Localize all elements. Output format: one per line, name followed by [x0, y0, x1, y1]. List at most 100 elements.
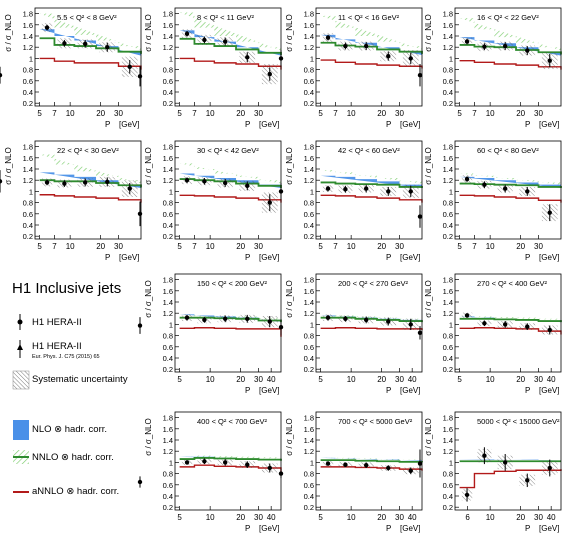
chart-svg: 0.2 0.4 0.6 0.8 1 1.2 1.4 1.6 1.8 5 10 20 30 40 150 < … — [137, 273, 282, 395]
chart-panel-12: 0.2 0.4 0.6 0.8 1 1.2 1.4 1.6 1.8 5 10 20 30 40 400 < … — [137, 411, 286, 542]
y-tick-label: 1.2 — [304, 43, 314, 52]
nnlo-line — [320, 459, 423, 463]
y-tick-label: 1 — [169, 458, 173, 467]
x-tick-label: 10 — [66, 242, 75, 251]
data-point — [222, 39, 228, 44]
data-point — [417, 214, 423, 219]
data-point — [363, 317, 369, 323]
x-tick-label: 30 — [114, 109, 123, 118]
y-axis-label: σ / σ_NLO — [285, 418, 294, 455]
y-tick-label: 1.6 — [443, 425, 453, 434]
nnlo-line — [179, 457, 282, 461]
y-tick-label: 0.2 — [443, 99, 453, 108]
x-axis-label-unit: [GeV] — [259, 253, 279, 262]
chart-panel-11: 0.2 0.4 0.6 0.8 1 1.2 1.4 1.6 1.8 5 10 20 30 40 270 < … — [417, 273, 566, 404]
legend: H1 Inclusive jets H1 HERA-II H1 HERA-II … — [0, 270, 140, 550]
nnlo-band — [179, 163, 281, 184]
x-axis-label-unit: [GeV] — [539, 386, 559, 395]
x-tick-label: 10 — [486, 109, 495, 118]
y-axis-label: σ / σ_NLO — [285, 147, 294, 184]
data-point — [343, 462, 348, 467]
y-tick-label: 0.8 — [23, 66, 33, 75]
data-point — [202, 179, 207, 184]
y-tick-label: 1.4 — [23, 165, 33, 174]
x-tick-label: 10 — [486, 375, 495, 384]
data-point — [547, 210, 552, 215]
data-point — [184, 315, 190, 320]
y-tick-label: 1.2 — [163, 309, 173, 318]
y-axis-label: σ / σ_NLO — [144, 280, 153, 317]
data-point — [278, 325, 284, 330]
data-point — [62, 41, 67, 46]
x-tick-label: 10 — [66, 109, 75, 118]
data-point — [278, 189, 284, 194]
x-axis-label-p: P — [386, 120, 391, 129]
y-tick-label: 0.8 — [163, 470, 173, 479]
plot-frame — [454, 411, 562, 511]
x-tick-label: 30 — [395, 513, 404, 522]
y-tick-label: 1.6 — [163, 425, 173, 434]
y-axis-label: σ / σ_NLO — [424, 14, 433, 51]
nnlo-band — [39, 13, 141, 51]
y-tick-label: 1.4 — [163, 298, 173, 307]
legend-row-nlo: NLO ⊗ hadr. corr. — [0, 418, 140, 442]
x-axis-label-p: P — [245, 120, 250, 129]
data-point — [0, 179, 3, 184]
y-tick-label: 0.4 — [304, 221, 314, 230]
nnlo-band — [320, 15, 422, 50]
chart-panel-10: 0.2 0.4 0.6 0.8 1 1.2 1.4 1.6 1.8 5 10 20 30 40 200 < … — [278, 273, 427, 404]
y-tick-label: 1.8 — [163, 414, 173, 423]
x-tick-label: 5 — [177, 375, 182, 384]
x-tick-label: 5 — [177, 109, 182, 118]
x-axis-label: P [GeV] — [386, 386, 420, 395]
x-tick-label: 7 — [333, 242, 338, 251]
y-tick-label: 1.6 — [163, 21, 173, 30]
chart-svg: 0.2 0.4 0.6 0.8 1 1.2 1.4 1.6 1.8 5 10 20 30 40 200 < … — [278, 273, 423, 395]
chart-svg: 0.2 0.4 0.6 0.8 1 1.2 1.4 1.6 1.8 5 10 20 30 40 270 < … — [417, 273, 562, 395]
y-tick-label: 0.6 — [443, 343, 453, 352]
nnlo-band — [459, 173, 561, 185]
y-tick-label: 1 — [310, 458, 314, 467]
y-tick-label: 0.2 — [163, 365, 173, 374]
x-tick-label: 7 — [192, 109, 197, 118]
x-axis-label: P [GeV] — [525, 253, 559, 262]
nlo-band — [179, 173, 281, 189]
data-point — [137, 479, 143, 485]
y-tick-label: 0.4 — [163, 88, 173, 97]
data-point — [202, 37, 207, 43]
y-tick-label: 1 — [310, 320, 314, 329]
data-point — [525, 189, 530, 194]
chart-panel-6: 0.2 0.4 0.6 0.8 1 1.2 1.4 1.6 1.8 5 7 10 20 30 30 < Q²… — [137, 140, 286, 271]
x-tick-label: 7 — [52, 242, 57, 251]
data-point — [222, 460, 228, 465]
nlo-band — [459, 176, 561, 189]
y-tick-label: 0.2 — [304, 365, 314, 374]
y-tick-label: 0.4 — [443, 221, 453, 230]
y-tick-label: 0.6 — [443, 77, 453, 86]
x-tick-label: 5 — [318, 109, 323, 118]
y-tick-label: 1.2 — [23, 176, 33, 185]
y-tick-label: 1.6 — [23, 154, 33, 163]
x-tick-label: 10 — [347, 513, 356, 522]
data-point — [464, 492, 470, 498]
y-tick-label: 0.4 — [304, 354, 314, 363]
y-tick-label: 1.6 — [23, 21, 33, 30]
x-tick-label: 20 — [96, 242, 105, 251]
y-tick-label: 1.8 — [443, 276, 453, 285]
red-line-icon — [13, 491, 29, 493]
y-tick-label: 0.8 — [443, 66, 453, 75]
plot-frame — [34, 7, 142, 107]
panel-title: 270 < Q² < 400 GeV² — [477, 279, 548, 288]
chart-panel-8: 0.2 0.4 0.6 0.8 1 1.2 1.4 1.6 1.8 5 7 10 20 30 60 < Q²… — [417, 140, 566, 271]
x-tick-label: 30 — [254, 109, 263, 118]
x-axis-label: P [GeV] — [245, 120, 279, 129]
y-tick-label: 1 — [169, 320, 173, 329]
data-point — [278, 56, 284, 61]
legend-label-h1-b: H1 HERA-II — [32, 341, 82, 352]
nnlo-band — [179, 455, 281, 459]
y-tick-label: 0.8 — [443, 332, 453, 341]
x-axis-label-unit: [GeV] — [400, 386, 420, 395]
y-tick-label: 1.6 — [163, 154, 173, 163]
y-axis-label: σ / σ_NLO — [144, 418, 153, 455]
data-point — [363, 186, 369, 191]
